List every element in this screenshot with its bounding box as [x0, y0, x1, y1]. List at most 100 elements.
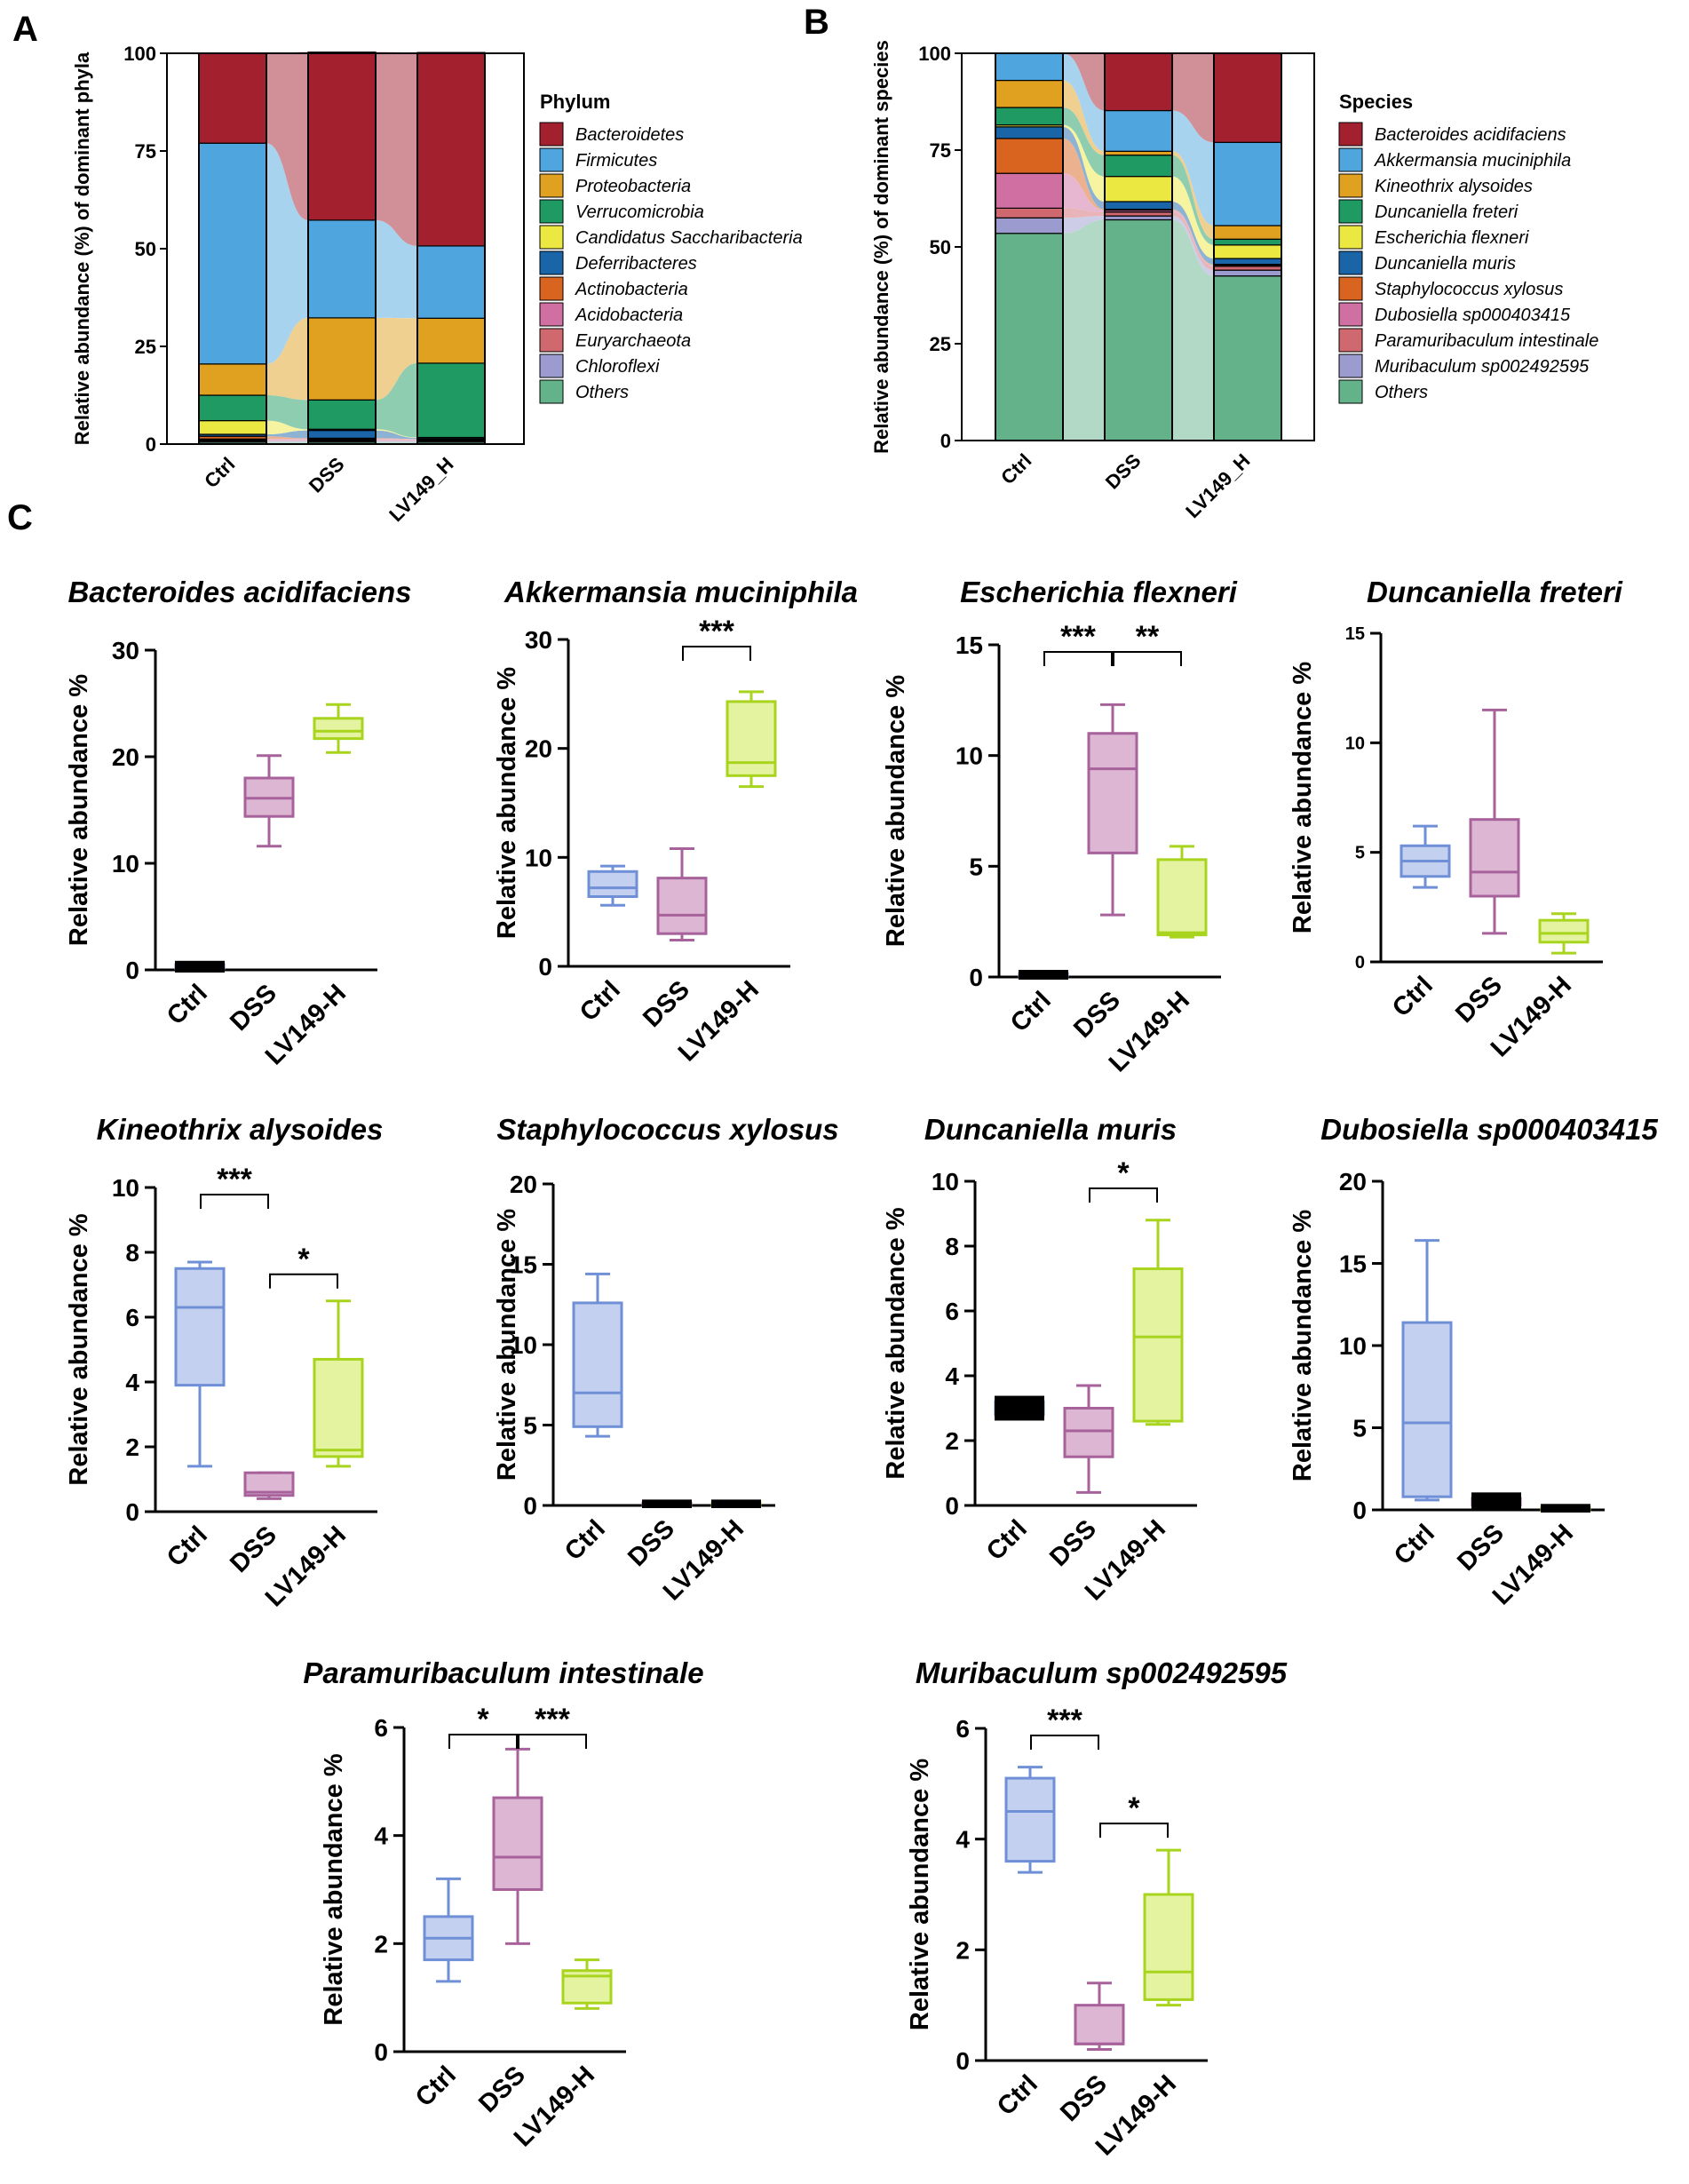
- bar-segment-lv149_h-bacteroides-acidifaciens: [1213, 52, 1282, 143]
- significance-bracket: [200, 1194, 269, 1209]
- significance-1-2: ***: [682, 615, 751, 661]
- y-tick-label: 6: [945, 1298, 959, 1325]
- box-lv149-h: [561, 1958, 613, 2010]
- box-lv149-h: [710, 1499, 762, 1509]
- significance-label: ***: [1047, 1704, 1082, 1737]
- y-tick-label: 4: [374, 1823, 388, 1850]
- y-axis-label: Relative abundance %: [493, 1209, 521, 1481]
- y-tick-label: 100: [918, 43, 951, 65]
- bar-segment-dss-duncaniella-muris: [1104, 201, 1173, 210]
- significance-bracket: [269, 1273, 338, 1289]
- box-dss: [243, 754, 295, 848]
- y-tick-label: 2: [945, 1427, 959, 1455]
- boxplot-paramuribaculum-intestinale: Paramuribaculum intestinale 0 2 4 6 Relative …: [303, 1656, 703, 2152]
- significance-label: ***: [535, 1703, 570, 1736]
- bar-segment-ctrl-duncaniella-freteri: [995, 107, 1064, 126]
- legend-swatch: [539, 276, 564, 301]
- y-tick-label: 10: [112, 1174, 139, 1202]
- y-tick-label: 5: [523, 1412, 537, 1440]
- x-tick-label: DSS: [1044, 1514, 1102, 1572]
- y-tick-label: 75: [135, 140, 156, 163]
- flow-bacteroides-acidifaciens: [1172, 53, 1214, 143]
- box-iqr: [313, 717, 364, 741]
- legend-swatch: [1338, 328, 1363, 353]
- box-iqr: [313, 1357, 364, 1458]
- flow-candidatus-saccharibacteria: [266, 420, 308, 434]
- y-tick-label: 0: [146, 433, 156, 456]
- y-tick-label: 5: [1355, 844, 1365, 863]
- x-tick-label: Ctrl: [410, 2061, 462, 2112]
- box-ctrl: [423, 1877, 474, 1983]
- boxplot-duncaniella-muris: Duncaniella muris 0 2 4 6 8 10 Relative abundan…: [882, 1113, 1197, 1606]
- flow-bacteroidetes: [376, 52, 417, 246]
- legend-swatch: [1338, 276, 1363, 301]
- boxplot-bacteroides-acidifaciens: Bacteroides acidifaciens 0 10 20 30 Relative …: [65, 576, 412, 1070]
- bar-segment-dss-akkermansia-muciniphila: [1104, 109, 1173, 152]
- box-iqr: [1538, 918, 1590, 944]
- chart-title: Duncaniella muris: [924, 1113, 1177, 1146]
- bar-segment-lv149_h-proteobacteria: [416, 317, 486, 364]
- box-ctrl: [587, 864, 638, 907]
- y-tick-label: 0: [538, 953, 552, 981]
- stacked-chart-species: Ctrl DSS LV149_H 0 25 50 75 100 Relative abundan…: [870, 40, 1598, 522]
- box-iqr: [1074, 2004, 1125, 2045]
- legend-swatch: [539, 199, 564, 224]
- box-iqr: [726, 700, 777, 777]
- y-tick-label: 0: [945, 1492, 959, 1520]
- flow-duncaniella-freteri: [1172, 155, 1214, 245]
- chart-title: Akkermansia muciniphila: [504, 576, 858, 608]
- flow-verrucomicrobia: [376, 362, 417, 438]
- significance-1-2: **: [1113, 620, 1182, 666]
- flow-proteobacteria: [266, 317, 308, 401]
- chart-title: Paramuribaculum intestinale: [303, 1656, 703, 1689]
- flow-akkermansia-muciniphila: [1063, 53, 1105, 152]
- significance-0-1: ***: [1043, 620, 1113, 666]
- y-tick-label: 0: [125, 1498, 139, 1526]
- boxplot-dubosiella-sp000403415: Dubosiella sp000403415 0 5 10 15 20 Relative a…: [1289, 1113, 1659, 1610]
- y-tick-label: 50: [135, 238, 156, 260]
- panel-label-c: C: [7, 498, 33, 537]
- box-ctrl: [1018, 970, 1069, 980]
- flow-firmicutes: [376, 219, 417, 319]
- y-axis-label: Relative abundance %: [882, 1207, 910, 1479]
- box-iqr: [1132, 1267, 1184, 1423]
- bar-segment-lv149_h-muribaculum-sp002492595: [1213, 269, 1282, 277]
- legend-item-dubosiella-sp000403415: Dubosiella sp000403415: [1375, 306, 1571, 325]
- y-tick-label: 10: [510, 1331, 537, 1359]
- y-tick-label: 2: [956, 1936, 970, 1964]
- bar-segment-dss-firmicutes: [307, 219, 377, 319]
- box-lv149-h: [726, 690, 777, 789]
- x-tick-label: Ctrl: [575, 975, 626, 1027]
- x-tick-label: DSS: [622, 1514, 680, 1572]
- bar-segment-lv149_h-others: [1213, 275, 1282, 441]
- y-tick-label: 2: [374, 1930, 388, 1958]
- y-tick-label: 20: [525, 735, 552, 763]
- y-tick-label: 0: [956, 2047, 970, 2075]
- chart-title: Duncaniella freteri: [1367, 576, 1623, 608]
- y-tick-label: 0: [374, 2038, 388, 2066]
- legend-item-others: Others: [575, 383, 629, 402]
- y-tick-label: 0: [523, 1492, 537, 1520]
- legend-item-acidobacteria: Acidobacteria: [575, 306, 683, 325]
- chart-title: Muribaculum sp002492595: [916, 1656, 1288, 1689]
- bar-segment-ctrl-duncaniella-muris: [995, 126, 1064, 139]
- significance-bracket: [1089, 1187, 1158, 1203]
- bar-segment-lv149_h-escherichia-flexneri: [1213, 244, 1282, 259]
- legend-item-euryarchaeota: Euryarchaeota: [575, 331, 691, 351]
- chart-title: Kineothrix alysoides: [97, 1113, 384, 1146]
- flow-bacteroidetes: [266, 52, 308, 220]
- legend-item-deferribacteres: Deferribacteres: [575, 254, 697, 274]
- y-tick-label: 2: [125, 1433, 139, 1461]
- x-tick-label: Ctrl: [1389, 1519, 1440, 1570]
- bar-segment-lv149_h-firmicutes: [416, 245, 486, 319]
- box-ctrl: [1401, 1239, 1453, 1502]
- box-dss: [492, 1747, 543, 1945]
- legend-item-bacteroidetes: Bacteroidetes: [575, 125, 684, 145]
- y-axis-label: Relative abundance %: [1289, 662, 1317, 933]
- bar-segment-ctrl-staphylococcus-xylosus: [995, 138, 1064, 174]
- box-lv149-h: [1538, 912, 1590, 955]
- legend-item-actinobacteria: Actinobacteria: [575, 280, 688, 299]
- box-iqr: [1401, 1321, 1453, 1498]
- significance-label: **: [1136, 620, 1160, 654]
